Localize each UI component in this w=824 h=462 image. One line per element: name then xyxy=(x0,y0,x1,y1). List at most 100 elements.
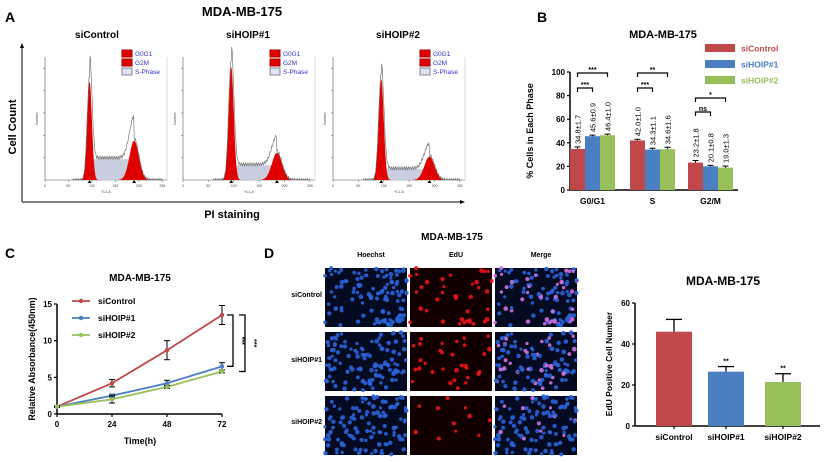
d-cell-nucleus xyxy=(358,447,363,452)
d-cell-nucleus xyxy=(372,431,376,435)
b-bar xyxy=(630,140,645,190)
d-cell-nucleus xyxy=(386,322,391,327)
d-col-hoechst: Hoechst xyxy=(357,252,385,259)
d-cell-nucleus xyxy=(555,362,561,368)
d-cell-nucleus xyxy=(350,367,355,372)
d-cell-nucleus xyxy=(403,406,408,410)
d-cell-nucleus xyxy=(417,404,422,408)
d-cell-nucleus xyxy=(564,425,568,430)
d-cell-nucleus xyxy=(524,406,529,411)
d-cell-nucleus xyxy=(323,425,327,429)
d-cell-nucleus xyxy=(323,437,327,442)
d-cell-nucleus xyxy=(395,289,400,294)
d-cell-nucleus xyxy=(528,447,533,452)
a-panel-title-1: siControl xyxy=(75,30,119,41)
d-cell-nucleus xyxy=(408,320,412,325)
c-legend-label: siHOIP#2 xyxy=(98,330,136,340)
d-cell-nucleus xyxy=(541,286,545,291)
d-cell-nucleus xyxy=(367,353,372,358)
d-cell-nucleus xyxy=(560,377,565,383)
d-cell-nucleus xyxy=(547,343,552,347)
a-legend-swatch xyxy=(121,58,133,67)
d-cell-nucleus xyxy=(543,448,548,454)
d-cell-nucleus xyxy=(377,343,382,347)
c-x-tick-label: 24 xyxy=(108,420,117,429)
d-cell-nucleus xyxy=(495,339,500,345)
d-cell-nucleus xyxy=(525,341,529,346)
d-cell-nucleus xyxy=(496,436,502,442)
d-cell-nucleus xyxy=(366,291,372,297)
a-x-tick-label: 0 xyxy=(332,184,334,188)
b-x-tick-label: S xyxy=(650,196,656,206)
b-x-tick-label: G0/G1 xyxy=(580,196,605,206)
d-cell-nucleus xyxy=(325,443,331,448)
d-cell-nucleus xyxy=(343,279,348,284)
d-cell-nucleus xyxy=(397,269,402,274)
panel-letter-b: B xyxy=(537,9,547,25)
d-cell-nucleus xyxy=(489,278,494,284)
d-cell-nucleus xyxy=(454,429,458,433)
d-cell-nucleus xyxy=(335,350,341,355)
d-cell-nucleus xyxy=(389,404,395,410)
d-cell-nucleus xyxy=(385,442,389,447)
d-cell-nucleus xyxy=(385,348,390,353)
d-cell-nucleus xyxy=(397,292,402,298)
cck8-line-chart: MDA-MB-175 Relative Absorbance(450nm) Ti… xyxy=(27,273,257,446)
d-cell-nucleus xyxy=(395,369,401,374)
d-cell-nucleus xyxy=(394,268,399,273)
d-cell-nucleus xyxy=(329,399,334,404)
d-cell-nucleus xyxy=(352,387,357,392)
d-cell-nucleus xyxy=(549,450,555,456)
d-cell-nucleus xyxy=(369,367,374,373)
b-bar xyxy=(600,135,615,190)
d-cell-nucleus xyxy=(414,272,419,277)
d-cell-nucleus xyxy=(464,381,468,385)
b-significance-bracket xyxy=(694,97,727,102)
d-cell-nucleus xyxy=(367,401,372,406)
d-cell-nucleus xyxy=(371,425,376,430)
d-cell-nucleus xyxy=(550,269,555,274)
a-legend-label: G0G1 xyxy=(433,51,451,58)
d-cell-nucleus xyxy=(341,423,347,429)
e-y-tick-label: 40 xyxy=(621,340,630,349)
a-x-tick-label: 200 xyxy=(282,184,288,188)
e-x-tick-label: siHOIP#2 xyxy=(764,432,802,442)
d-cell-nucleus xyxy=(463,406,468,410)
d-cell-nucleus xyxy=(504,447,509,452)
d-cell-nucleus xyxy=(566,434,572,439)
d-cell-nucleus xyxy=(404,290,409,296)
d-cell-nucleus xyxy=(551,410,556,415)
d-cell-nucleus xyxy=(411,343,416,348)
d-cell-nucleus xyxy=(360,378,366,384)
a-legend-label: G0G1 xyxy=(283,51,301,58)
d-cell-nucleus xyxy=(389,276,393,280)
d-col-merge: Merge xyxy=(531,252,552,259)
a-x-tick-label: 100 xyxy=(89,184,95,188)
b-significance-label: *** xyxy=(641,82,649,89)
d-cell-nucleus xyxy=(344,396,350,401)
d-microscopy-image xyxy=(408,265,494,327)
d-cell-nucleus xyxy=(395,402,400,407)
b-significance-label: * xyxy=(709,92,712,99)
d-cell-nucleus xyxy=(375,291,381,296)
c-title: MDA-MB-175 xyxy=(109,273,171,284)
c-legend-marker xyxy=(78,315,84,321)
d-cell-nucleus xyxy=(531,313,536,318)
d-cell-nucleus xyxy=(440,319,446,324)
a-legend-swatch xyxy=(419,58,431,67)
d-cell-nucleus xyxy=(401,346,407,352)
a-legend-label: G0G1 xyxy=(135,51,153,58)
d-cell-nucleus xyxy=(513,279,518,284)
d-cell-nucleus xyxy=(374,338,380,344)
d-cell-nucleus xyxy=(509,267,514,272)
d-cell-nucleus xyxy=(501,379,505,384)
d-cell-nucleus xyxy=(510,415,516,420)
a-marker-icon xyxy=(427,180,432,183)
d-cell-nucleus xyxy=(496,363,502,368)
d-cell-nucleus xyxy=(574,278,579,283)
b-y-tick-label: 20 xyxy=(556,162,565,171)
d-cell-nucleus xyxy=(399,289,405,294)
d-cell-nucleus xyxy=(502,343,507,347)
d-cell-nucleus xyxy=(503,269,507,273)
d-cell-nucleus xyxy=(366,421,371,426)
